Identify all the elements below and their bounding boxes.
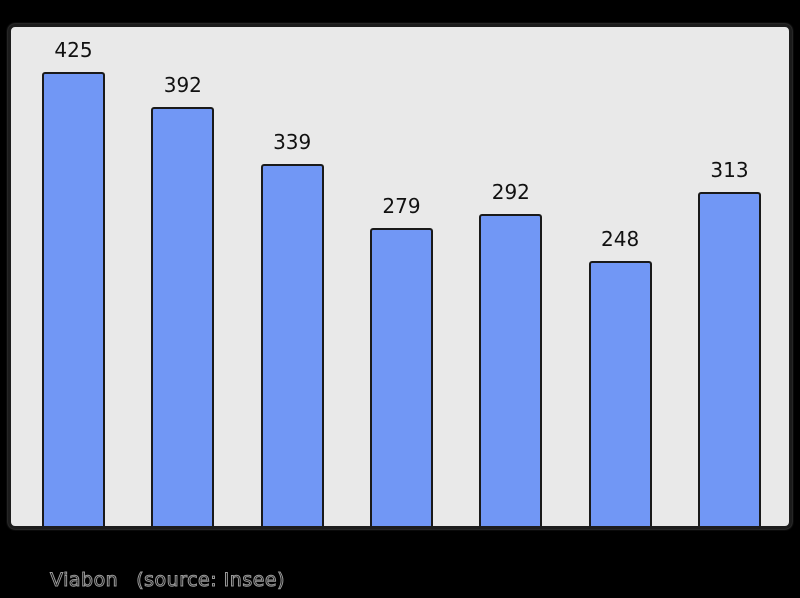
bar: [588, 261, 652, 526]
bar-value-label: 292: [491, 180, 530, 204]
caption: Viabon (source: Insee): [49, 569, 286, 592]
bar-value-label: 279: [382, 194, 421, 218]
bar-value-label: 425: [54, 38, 93, 62]
bars-container: 425 392 339 279 292 248 313: [11, 27, 789, 526]
bar: [42, 72, 105, 526]
bar: [369, 228, 433, 526]
bar-value-label: 339: [273, 130, 312, 154]
bar-value-label: 392: [163, 73, 202, 97]
caption-place: Viabon: [49, 569, 119, 592]
caption-source: (source: Insee): [136, 569, 286, 592]
bar: [260, 164, 324, 526]
bar: [151, 107, 215, 526]
bar: [697, 192, 761, 526]
bar: [479, 214, 543, 526]
bar-value-label: 313: [710, 158, 749, 182]
bar-value-label: 248: [601, 227, 640, 251]
plot-area: 425 392 339 279 292 248 313: [8, 24, 792, 529]
